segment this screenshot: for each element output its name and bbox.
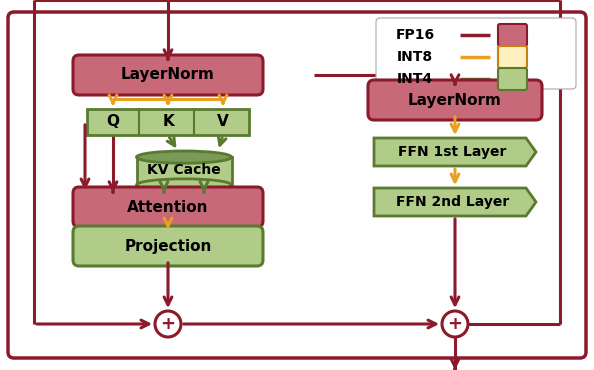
Text: Q: Q [106, 114, 119, 130]
FancyBboxPatch shape [73, 187, 263, 227]
FancyBboxPatch shape [498, 68, 527, 90]
FancyBboxPatch shape [376, 18, 576, 89]
Polygon shape [374, 138, 536, 166]
Text: FFN 1st Layer: FFN 1st Layer [399, 145, 507, 159]
Polygon shape [374, 188, 536, 216]
Text: Attention: Attention [127, 199, 208, 215]
Bar [87, 109, 249, 135]
Ellipse shape [137, 151, 232, 163]
Circle shape [442, 311, 468, 337]
Circle shape [155, 311, 181, 337]
Text: Projection: Projection [124, 239, 211, 253]
FancyBboxPatch shape [73, 55, 263, 95]
Text: LayerNorm: LayerNorm [408, 92, 502, 108]
FancyBboxPatch shape [498, 24, 527, 46]
Ellipse shape [137, 179, 232, 191]
FancyBboxPatch shape [498, 46, 527, 68]
Text: INT8: INT8 [397, 50, 433, 64]
Text: KV Cache: KV Cache [147, 163, 221, 177]
Text: +: + [160, 315, 175, 333]
Text: V: V [217, 114, 229, 130]
Text: FP16: FP16 [396, 28, 435, 42]
Bar [137, 157, 232, 185]
Text: +: + [447, 315, 463, 333]
Text: INT4: INT4 [397, 72, 433, 86]
Text: K: K [162, 114, 174, 130]
FancyBboxPatch shape [368, 80, 542, 120]
Text: FFN 2nd Layer: FFN 2nd Layer [396, 195, 509, 209]
FancyBboxPatch shape [8, 12, 586, 358]
Text: LayerNorm: LayerNorm [121, 67, 215, 83]
FancyBboxPatch shape [73, 226, 263, 266]
